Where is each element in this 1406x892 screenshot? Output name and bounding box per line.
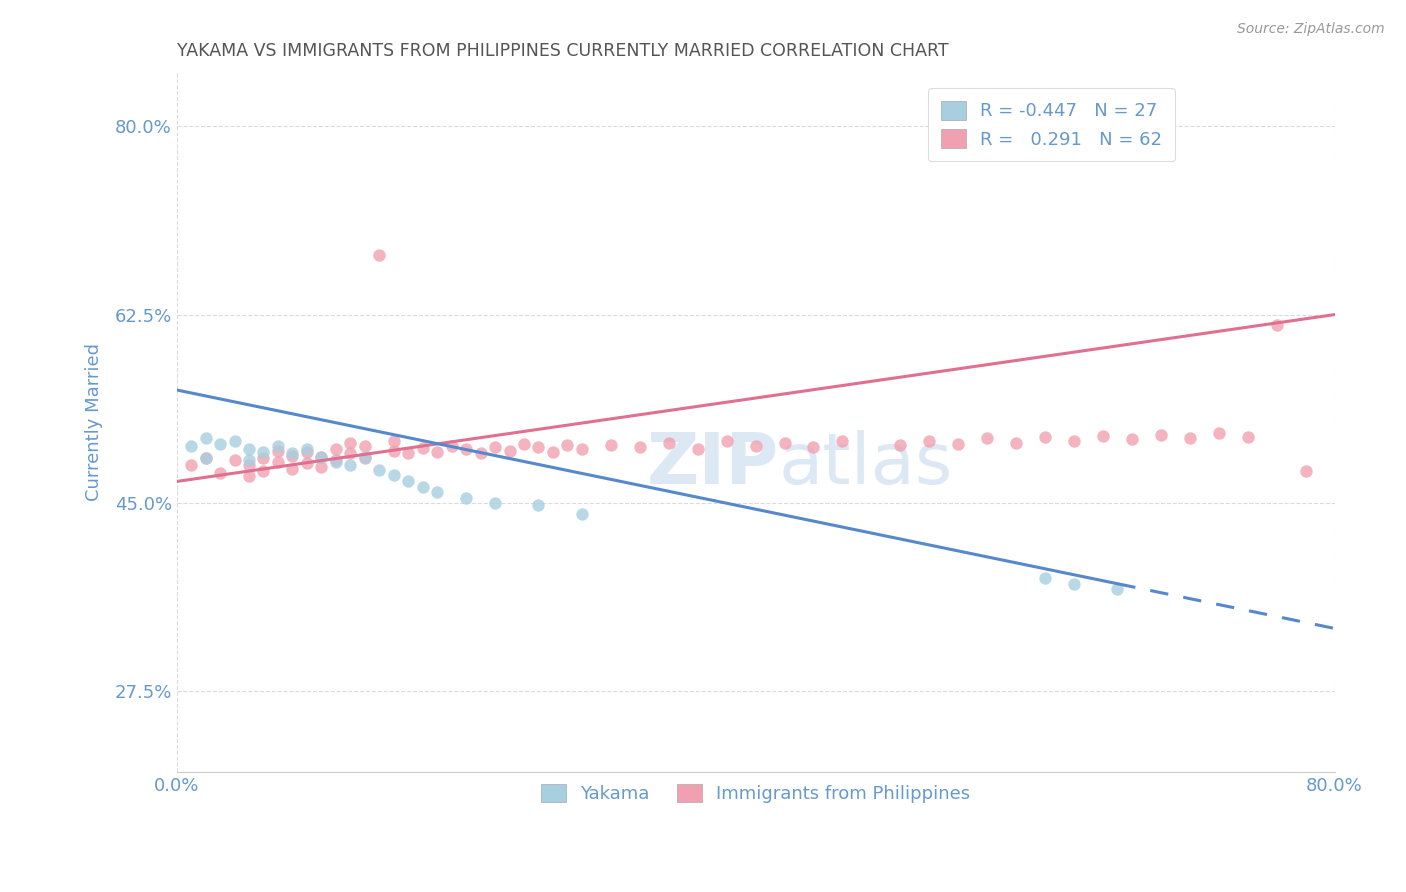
Point [412,480,434,494]
Point [267,439,290,453]
Point [194,431,217,445]
Point [209,466,232,480]
Point [325,455,347,469]
Text: ZIP: ZIP [647,430,779,499]
Point [1121,433,1143,447]
Point [281,461,304,475]
Point [1033,430,1056,444]
Point [311,450,333,464]
Point [456,442,478,457]
Point [1063,434,1085,448]
Point [295,442,318,457]
Point [311,450,333,464]
Point [1178,431,1201,445]
Point [1236,430,1258,444]
Point [484,496,506,510]
Point [412,441,434,455]
Point [382,434,405,448]
Point [396,446,419,460]
Point [382,444,405,458]
Point [209,437,232,451]
Point [180,439,202,453]
Point [311,460,333,475]
Point [295,445,318,459]
Point [803,440,825,454]
Point [513,437,536,451]
Point [976,431,998,445]
Point [295,456,318,470]
Point [716,434,738,448]
Point [238,442,260,457]
Point [1295,464,1317,478]
Point [1063,576,1085,591]
Point [527,498,550,512]
Point [252,445,274,459]
Text: Source: ZipAtlas.com: Source: ZipAtlas.com [1237,22,1385,37]
Point [339,458,361,473]
Point [831,434,853,448]
Point [628,440,651,454]
Point [571,442,593,457]
Point [541,445,564,459]
Point [224,453,246,467]
Point [353,450,375,465]
Point [180,458,202,473]
Point [353,439,375,453]
Point [339,446,361,460]
Y-axis label: Currently Married: Currently Married [86,343,103,501]
Point [527,440,550,454]
Text: YAKAMA VS IMMIGRANTS FROM PHILIPPINES CURRENTLY MARRIED CORRELATION CHART: YAKAMA VS IMMIGRANTS FROM PHILIPPINES CU… [177,42,948,60]
Point [396,475,419,489]
Point [368,248,391,262]
Legend: Yakama, Immigrants from Philippines: Yakama, Immigrants from Philippines [527,771,983,815]
Point [238,458,260,473]
Point [1208,425,1230,440]
Point [224,434,246,448]
Point [1091,429,1114,443]
Point [281,449,304,463]
Point [470,446,492,460]
Point [267,455,290,469]
Point [238,453,260,467]
Point [1265,318,1288,333]
Point [281,446,304,460]
Point [426,445,449,459]
Point [238,469,260,483]
Point [194,450,217,465]
Point [498,444,520,458]
Point [440,439,463,453]
Point [456,491,478,505]
Point [948,437,970,451]
Point [194,450,217,465]
Point [325,453,347,467]
Point [918,434,941,448]
Point [557,438,579,452]
Point [252,450,274,465]
Point [339,435,361,450]
Point [267,444,290,458]
Point [1107,582,1129,596]
Point [252,464,274,478]
Point [599,438,621,452]
Point [1033,571,1056,585]
Point [325,442,347,457]
Point [484,440,506,454]
Point [382,468,405,483]
Point [353,450,375,464]
Point [426,485,449,500]
Text: atlas: atlas [779,430,953,499]
Point [1005,435,1028,450]
Point [368,462,391,476]
Point [658,435,681,450]
Point [686,442,709,457]
Point [744,439,766,453]
Point [571,507,593,521]
Point [1150,428,1173,442]
Point [889,438,911,452]
Point [773,435,796,450]
